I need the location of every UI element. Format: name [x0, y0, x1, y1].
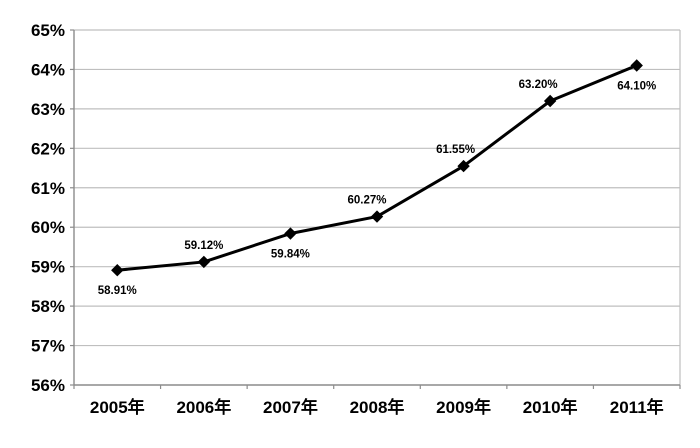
x-axis-tick-label: 2005年 — [90, 397, 145, 417]
data-point-label: 58.91% — [98, 285, 137, 297]
y-axis-tick-label: 57% — [31, 337, 65, 356]
x-axis-tick-label: 2010年 — [523, 397, 578, 417]
y-axis-tick-label: 60% — [31, 218, 65, 237]
y-axis-tick-label: 63% — [31, 100, 65, 119]
x-axis-tick-label: 2007年 — [263, 397, 318, 417]
x-axis-tick-label: 2006年 — [176, 397, 231, 417]
data-point-marker — [630, 59, 643, 72]
data-point-marker — [284, 227, 297, 240]
x-axis-tick-label: 2011年 — [610, 397, 664, 417]
data-point-label: 61.55% — [436, 144, 475, 156]
data-point-label: 60.27% — [347, 195, 386, 207]
data-point-marker — [543, 94, 557, 108]
x-axis-tick-label: 2008年 — [350, 397, 405, 417]
data-point-label: 63.20% — [519, 79, 558, 91]
y-axis-tick-label: 56% — [31, 376, 65, 395]
y-axis-tick-label: 58% — [31, 297, 65, 316]
data-point-label: 59.84% — [271, 249, 310, 261]
data-point-label: 64.10% — [617, 81, 656, 93]
y-axis-tick-label: 65% — [31, 21, 65, 40]
data-point-marker — [111, 264, 124, 277]
data-point-marker — [197, 255, 211, 269]
data-point-marker — [370, 210, 384, 223]
data-point-label: 59.12% — [184, 240, 223, 252]
y-axis-tick-label: 59% — [31, 258, 65, 277]
x-axis-tick-label: 2009年 — [436, 397, 491, 417]
y-axis-tick-label: 61% — [31, 179, 65, 198]
data-point-marker — [457, 159, 470, 173]
y-axis-tick-label: 64% — [31, 60, 65, 79]
y-axis-tick-label: 62% — [31, 139, 65, 158]
